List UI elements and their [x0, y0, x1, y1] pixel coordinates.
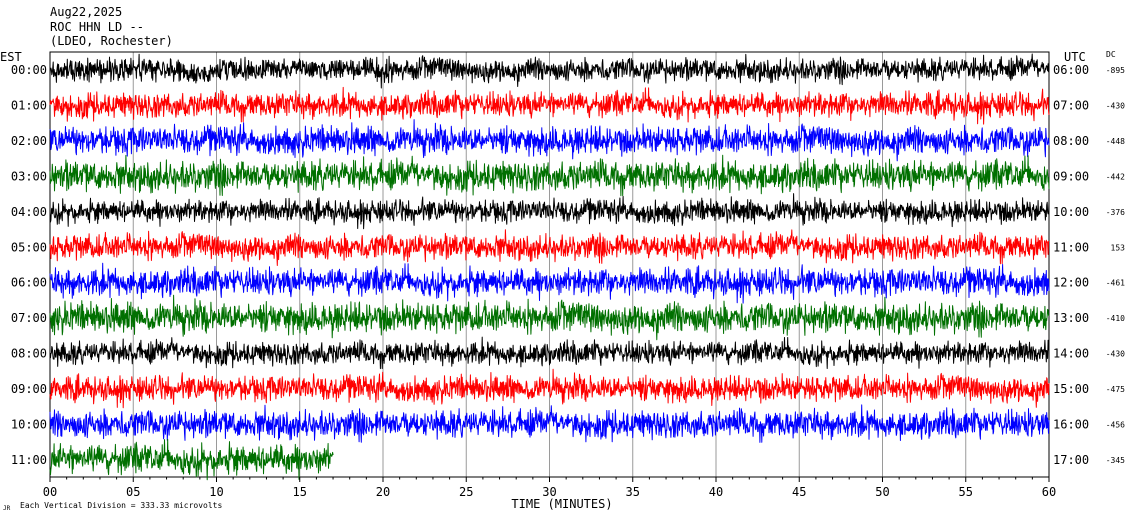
row-label-right: 06:00 [1053, 63, 1089, 77]
corner-mark: JR [3, 505, 11, 512]
x-tick-label-40: 40 [709, 485, 723, 499]
row-label-right: 12:00 [1053, 276, 1089, 290]
trace-0200 [49, 119, 1050, 162]
dc-value: -430 [1106, 350, 1125, 359]
row-label-right: 15:00 [1053, 382, 1089, 396]
row-label-left: 09:00 [11, 382, 47, 396]
trace-1000 [49, 404, 1050, 443]
trace-0000 [49, 53, 1050, 89]
left-timezone-label: EST [0, 50, 22, 64]
dc-value: -448 [1106, 137, 1125, 146]
trace-0800 [49, 336, 1050, 370]
x-tick-label-50: 50 [875, 485, 889, 499]
x-tick-label-35: 35 [626, 485, 640, 499]
network-label: (LDEO, Rochester) [50, 34, 173, 48]
x-tick-label-30: 30 [542, 485, 556, 499]
dc-value: -442 [1106, 172, 1125, 181]
trace-0700 [49, 294, 1050, 341]
dc-value: 153 [1111, 243, 1126, 252]
trace-0900 [49, 368, 1050, 409]
row-label-left: 11:00 [11, 453, 47, 467]
row-label-left: 03:00 [11, 169, 47, 183]
dc-value: -895 [1106, 66, 1125, 75]
right-timezone-label: UTC [1064, 50, 1086, 64]
date-label: Aug22,2025 [50, 5, 122, 19]
x-tick-label-15: 15 [293, 485, 307, 499]
x-tick-label-60: 60 [1042, 485, 1056, 499]
row-label-left: 04:00 [11, 205, 47, 219]
dc-value: -461 [1106, 279, 1125, 288]
x-tick-label-10: 10 [209, 485, 223, 499]
time-gridlines [49, 52, 1050, 477]
trace-0400 [49, 193, 1050, 230]
row-label-left: 02:00 [11, 134, 47, 148]
row-label-right: 09:00 [1053, 169, 1089, 183]
row-label-left: 10:00 [11, 418, 47, 432]
trace-0500 [49, 229, 1050, 266]
x-axis-title: TIME (MINUTES) [511, 497, 612, 511]
dc-value: -376 [1106, 208, 1125, 217]
dc-value: -345 [1106, 456, 1125, 465]
seismic-traces [49, 53, 1050, 481]
station-label: ROC HHN LD -- [50, 20, 144, 34]
row-label-left: 00:00 [11, 63, 47, 77]
scale-note: Each Vertical Division = 333.33 microvol… [20, 501, 222, 510]
row-labels: 00:00 06:00 -895 01:00 07:00 -430 02:00 08:00 -4… [11, 63, 1125, 467]
row-label-left: 06:00 [11, 276, 47, 290]
row-label-left: 01:00 [11, 98, 47, 112]
dc-value: -456 [1106, 421, 1125, 430]
trace-0100 [49, 86, 1050, 125]
row-label-right: 10:00 [1053, 205, 1089, 219]
trace-0600 [49, 262, 1050, 304]
x-tick-label-55: 55 [959, 485, 973, 499]
x-tick-label-00: 00 [43, 485, 57, 499]
x-tick-label-20: 20 [376, 485, 390, 499]
trace-0300 [49, 154, 1050, 197]
row-label-right: 11:00 [1053, 240, 1089, 254]
dc-value: -475 [1106, 385, 1125, 394]
row-label-right: 08:00 [1053, 134, 1089, 148]
row-label-right: 16:00 [1053, 418, 1089, 432]
row-label-right: 07:00 [1053, 98, 1089, 112]
dc-header-label: DC [1106, 50, 1116, 59]
row-label-left: 05:00 [11, 240, 47, 254]
dc-value: -410 [1106, 314, 1125, 323]
row-label-left: 07:00 [11, 311, 47, 325]
x-tick-label-25: 25 [459, 485, 473, 499]
x-tick-label-05: 05 [126, 485, 140, 499]
x-axis-ticks: 00 05 10 15 20 25 30 35 40 45 50 55 60 [43, 477, 1056, 499]
trace-1100 [49, 438, 334, 481]
dc-value: -430 [1106, 101, 1125, 110]
row-label-right: 14:00 [1053, 347, 1089, 361]
row-label-right: 17:00 [1053, 453, 1089, 467]
row-label-left: 08:00 [11, 347, 47, 361]
x-tick-label-45: 45 [792, 485, 806, 499]
row-label-right: 13:00 [1053, 311, 1089, 325]
